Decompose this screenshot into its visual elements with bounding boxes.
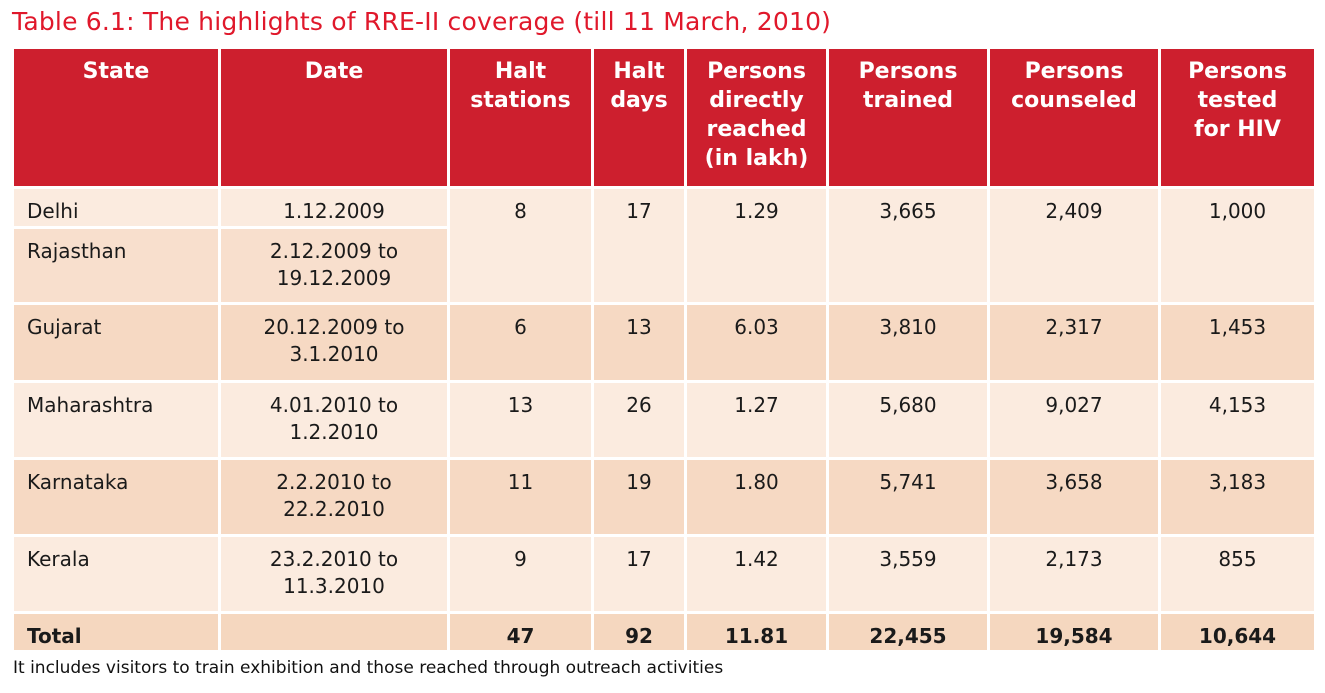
halt-days-cell: 19 xyxy=(591,457,687,537)
state-cell: Gujarat xyxy=(11,302,221,383)
persons-counseled-cell: 9,027 xyxy=(987,380,1161,460)
table-row-rajasthan: Rajasthan 2.12.2009 to 19.12.2009 xyxy=(11,226,1316,305)
persons-reached-cell: 1.27 xyxy=(684,380,829,460)
state-cell: Kerala xyxy=(11,534,221,614)
persons-reached-cell: 1.42 xyxy=(684,534,829,614)
halt-days-cell: 17 xyxy=(591,186,687,305)
table-row-maharashtra: Maharashtra 4.01.2010 to 1.2.2010 13 26 … xyxy=(11,380,1317,460)
date-cell: 2.12.2009 to 19.12.2009 xyxy=(218,226,450,305)
date-cell: 23.2.2010 to 11.3.2010 xyxy=(218,534,450,614)
state-cell: Rajasthan xyxy=(11,226,221,305)
persons-tested-cell: 1,453 xyxy=(1158,302,1317,383)
persons-trained-cell: 5,741 xyxy=(826,457,990,537)
table-row-kerala: Kerala 23.2.2010 to 11.3.2010 9 17 1.42 … xyxy=(11,534,1317,614)
halt-stations-cell: 8 xyxy=(447,186,594,305)
table-row-delhi: Delhi 1.12.2009 8 17 1.29 3,665 2,409 1,… xyxy=(11,186,1317,305)
halt-days-cell: 13 xyxy=(591,302,687,383)
persons-reached-cell: 1.29 xyxy=(684,186,829,305)
persons-reached-cell: 6.03 xyxy=(684,302,829,383)
header-persons-counseled: Persons counseled xyxy=(987,46,1161,189)
date-cell: 2.2.2010 to 22.2.2010 xyxy=(218,457,450,537)
total-persons-tested-cell: 10,644 xyxy=(1158,611,1317,653)
total-halt-stations-cell: 47 xyxy=(447,611,594,653)
state-cell: Maharashtra xyxy=(11,380,221,460)
total-halt-days-cell: 92 xyxy=(591,611,687,653)
state-cell: Delhi xyxy=(11,186,221,229)
total-persons-trained-cell: 22,455 xyxy=(826,611,990,653)
persons-trained-cell: 3,810 xyxy=(826,302,990,383)
date-cell: 4.01.2010 to 1.2.2010 xyxy=(218,380,450,460)
persons-tested-cell: 855 xyxy=(1158,534,1317,614)
halt-days-cell: 17 xyxy=(591,534,687,614)
persons-tested-cell: 1,000 xyxy=(1158,186,1317,305)
header-date: Date xyxy=(218,46,450,189)
persons-tested-cell: 3,183 xyxy=(1158,457,1317,537)
persons-trained-cell: 3,665 xyxy=(826,186,990,305)
table-title: Table 6.1: The highlights of RRE-II cove… xyxy=(12,7,832,36)
persons-counseled-cell: 2,409 xyxy=(987,186,1161,305)
header-state: State xyxy=(11,46,221,189)
table-row-total: Total 47 92 11.81 22,455 19,584 10,644 xyxy=(11,611,1317,653)
persons-reached-cell: 1.80 xyxy=(684,457,829,537)
halt-stations-cell: 6 xyxy=(447,302,594,383)
total-date-cell xyxy=(218,611,450,653)
date-cell: 1.12.2009 xyxy=(218,186,450,229)
state-cell: Karnataka xyxy=(11,457,221,537)
header-halt-stations: Halt stations xyxy=(447,46,594,189)
header-halt-days: Halt days xyxy=(591,46,687,189)
header-persons-reached: Persons directly reached (in lakh) xyxy=(684,46,829,189)
header-persons-trained: Persons trained xyxy=(826,46,990,189)
total-label-cell: Total xyxy=(11,611,221,653)
persons-counseled-cell: 2,317 xyxy=(987,302,1161,383)
total-persons-reached-cell: 11.81 xyxy=(684,611,829,653)
date-cell: 20.12.2009 to 3.1.2010 xyxy=(218,302,450,383)
total-persons-counseled-cell: 19,584 xyxy=(987,611,1161,653)
header-row: State Date Halt stations Halt days Perso… xyxy=(11,46,1317,189)
persons-tested-cell: 4,153 xyxy=(1158,380,1317,460)
persons-counseled-cell: 3,658 xyxy=(987,457,1161,537)
persons-trained-cell: 3,559 xyxy=(826,534,990,614)
halt-stations-cell: 11 xyxy=(447,457,594,537)
halt-stations-cell: 9 xyxy=(447,534,594,614)
halt-stations-cell: 13 xyxy=(447,380,594,460)
header-persons-tested: Persons tested for HIV xyxy=(1158,46,1317,189)
halt-days-cell: 26 xyxy=(591,380,687,460)
persons-trained-cell: 5,680 xyxy=(826,380,990,460)
table-footnote: It includes visitors to train exhibition… xyxy=(13,658,724,678)
rre-coverage-table: State Date Halt stations Halt days Perso… xyxy=(11,46,1317,653)
table-row-gujarat: Gujarat 20.12.2009 to 3.1.2010 6 13 6.03… xyxy=(11,302,1317,383)
persons-counseled-cell: 2,173 xyxy=(987,534,1161,614)
table-row-karnataka: Karnataka 2.2.2010 to 22.2.2010 11 19 1.… xyxy=(11,457,1317,537)
